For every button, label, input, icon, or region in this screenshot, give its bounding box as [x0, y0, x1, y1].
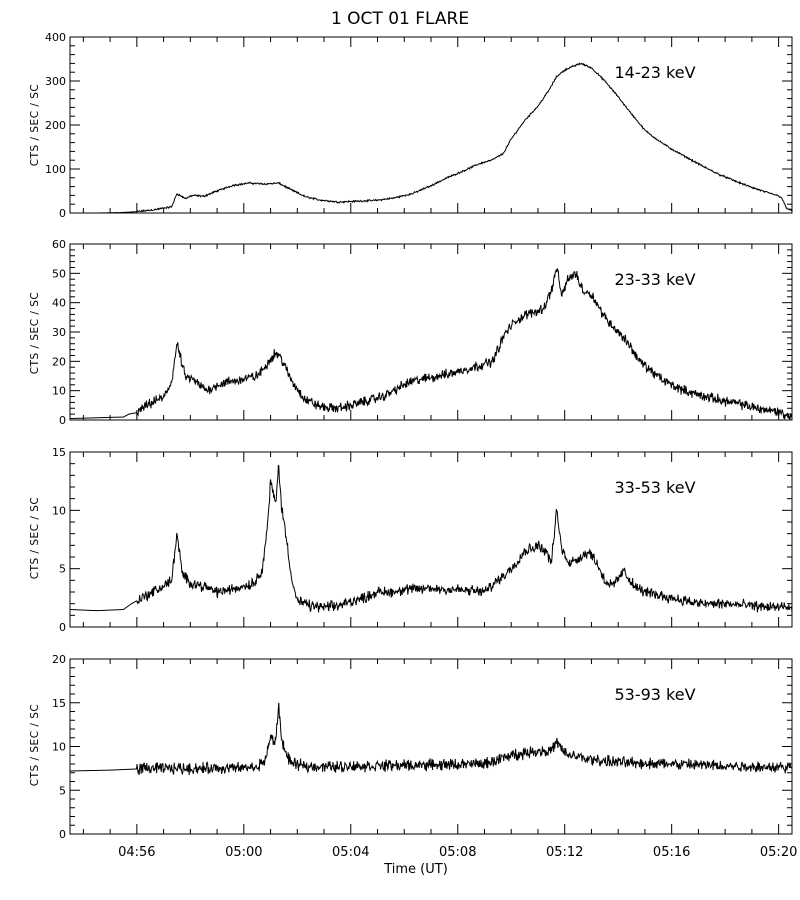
x-tick-label: 05:20	[760, 845, 797, 860]
y-tick-label: 40	[52, 297, 66, 310]
x-axis-label-text: Time (UT)	[384, 862, 448, 877]
panel-4-ylabel: CTS / SEC / SC	[29, 703, 41, 787]
y-tick-label: 0	[59, 621, 66, 634]
x-tick-label: 05:04	[332, 845, 369, 860]
x-tick-label: 05:08	[439, 845, 476, 860]
y-tick-label: 200	[45, 119, 66, 132]
panel-4: 0 5 10 15 20 53-93 keV	[52, 653, 793, 841]
y-tick-label: 5	[59, 563, 66, 576]
band-label: 53-93 keV	[614, 685, 695, 704]
series-line	[69, 702, 793, 776]
x-tick-label: 05:00	[225, 845, 262, 860]
y-tick-label: 20	[52, 653, 66, 666]
y-tick-label: 15	[52, 697, 66, 710]
panel-3: 0 5 10 15 33-53 keV	[52, 446, 793, 634]
panel-1: 0 100 200 300 400 14-23 keV	[45, 31, 793, 220]
x-axis-label: Time (UT)	[0, 862, 800, 877]
y-tick-label: 400	[45, 31, 66, 44]
y-tick-label: 15	[52, 446, 66, 459]
band-label: 14-23 keV	[614, 63, 695, 82]
y-tick-label: 300	[45, 75, 66, 88]
x-tick-label: 05:16	[653, 845, 690, 860]
x-tick-label: 04:56	[118, 845, 155, 860]
y-tick-label: 60	[52, 238, 66, 251]
y-tick-label: 30	[52, 326, 66, 339]
band-label: 23-33 keV	[614, 270, 695, 289]
y-tick-label: 20	[52, 355, 66, 368]
y-tick-label: 0	[59, 828, 66, 841]
series-line	[69, 268, 793, 420]
y-tick-label: 0	[59, 207, 66, 220]
panel-2: 0 10 20 30 40 50 60 23-33 keV	[52, 238, 793, 427]
y-tick-label: 10	[52, 741, 66, 754]
y-tick-label: 50	[52, 267, 66, 280]
y-tick-label: 10	[52, 385, 66, 398]
x-tick-label: 05:12	[546, 845, 583, 860]
panel-3-ylabel: CTS / SEC / SC	[29, 496, 41, 580]
y-tick-label: 10	[52, 504, 66, 517]
y-tick-label: 5	[59, 784, 66, 797]
chart-title: 1 OCT 01 FLARE	[330, 9, 470, 29]
band-label: 33-53 keV	[614, 478, 695, 497]
panel-2-ylabel: CTS / SEC / SC	[29, 291, 41, 375]
panel-1-ylabel: CTS / SEC / SC	[29, 83, 41, 167]
y-tick-label: 0	[59, 414, 66, 427]
series-line	[70, 62, 793, 214]
series-line	[69, 464, 793, 613]
y-tick-label: 100	[45, 163, 66, 176]
